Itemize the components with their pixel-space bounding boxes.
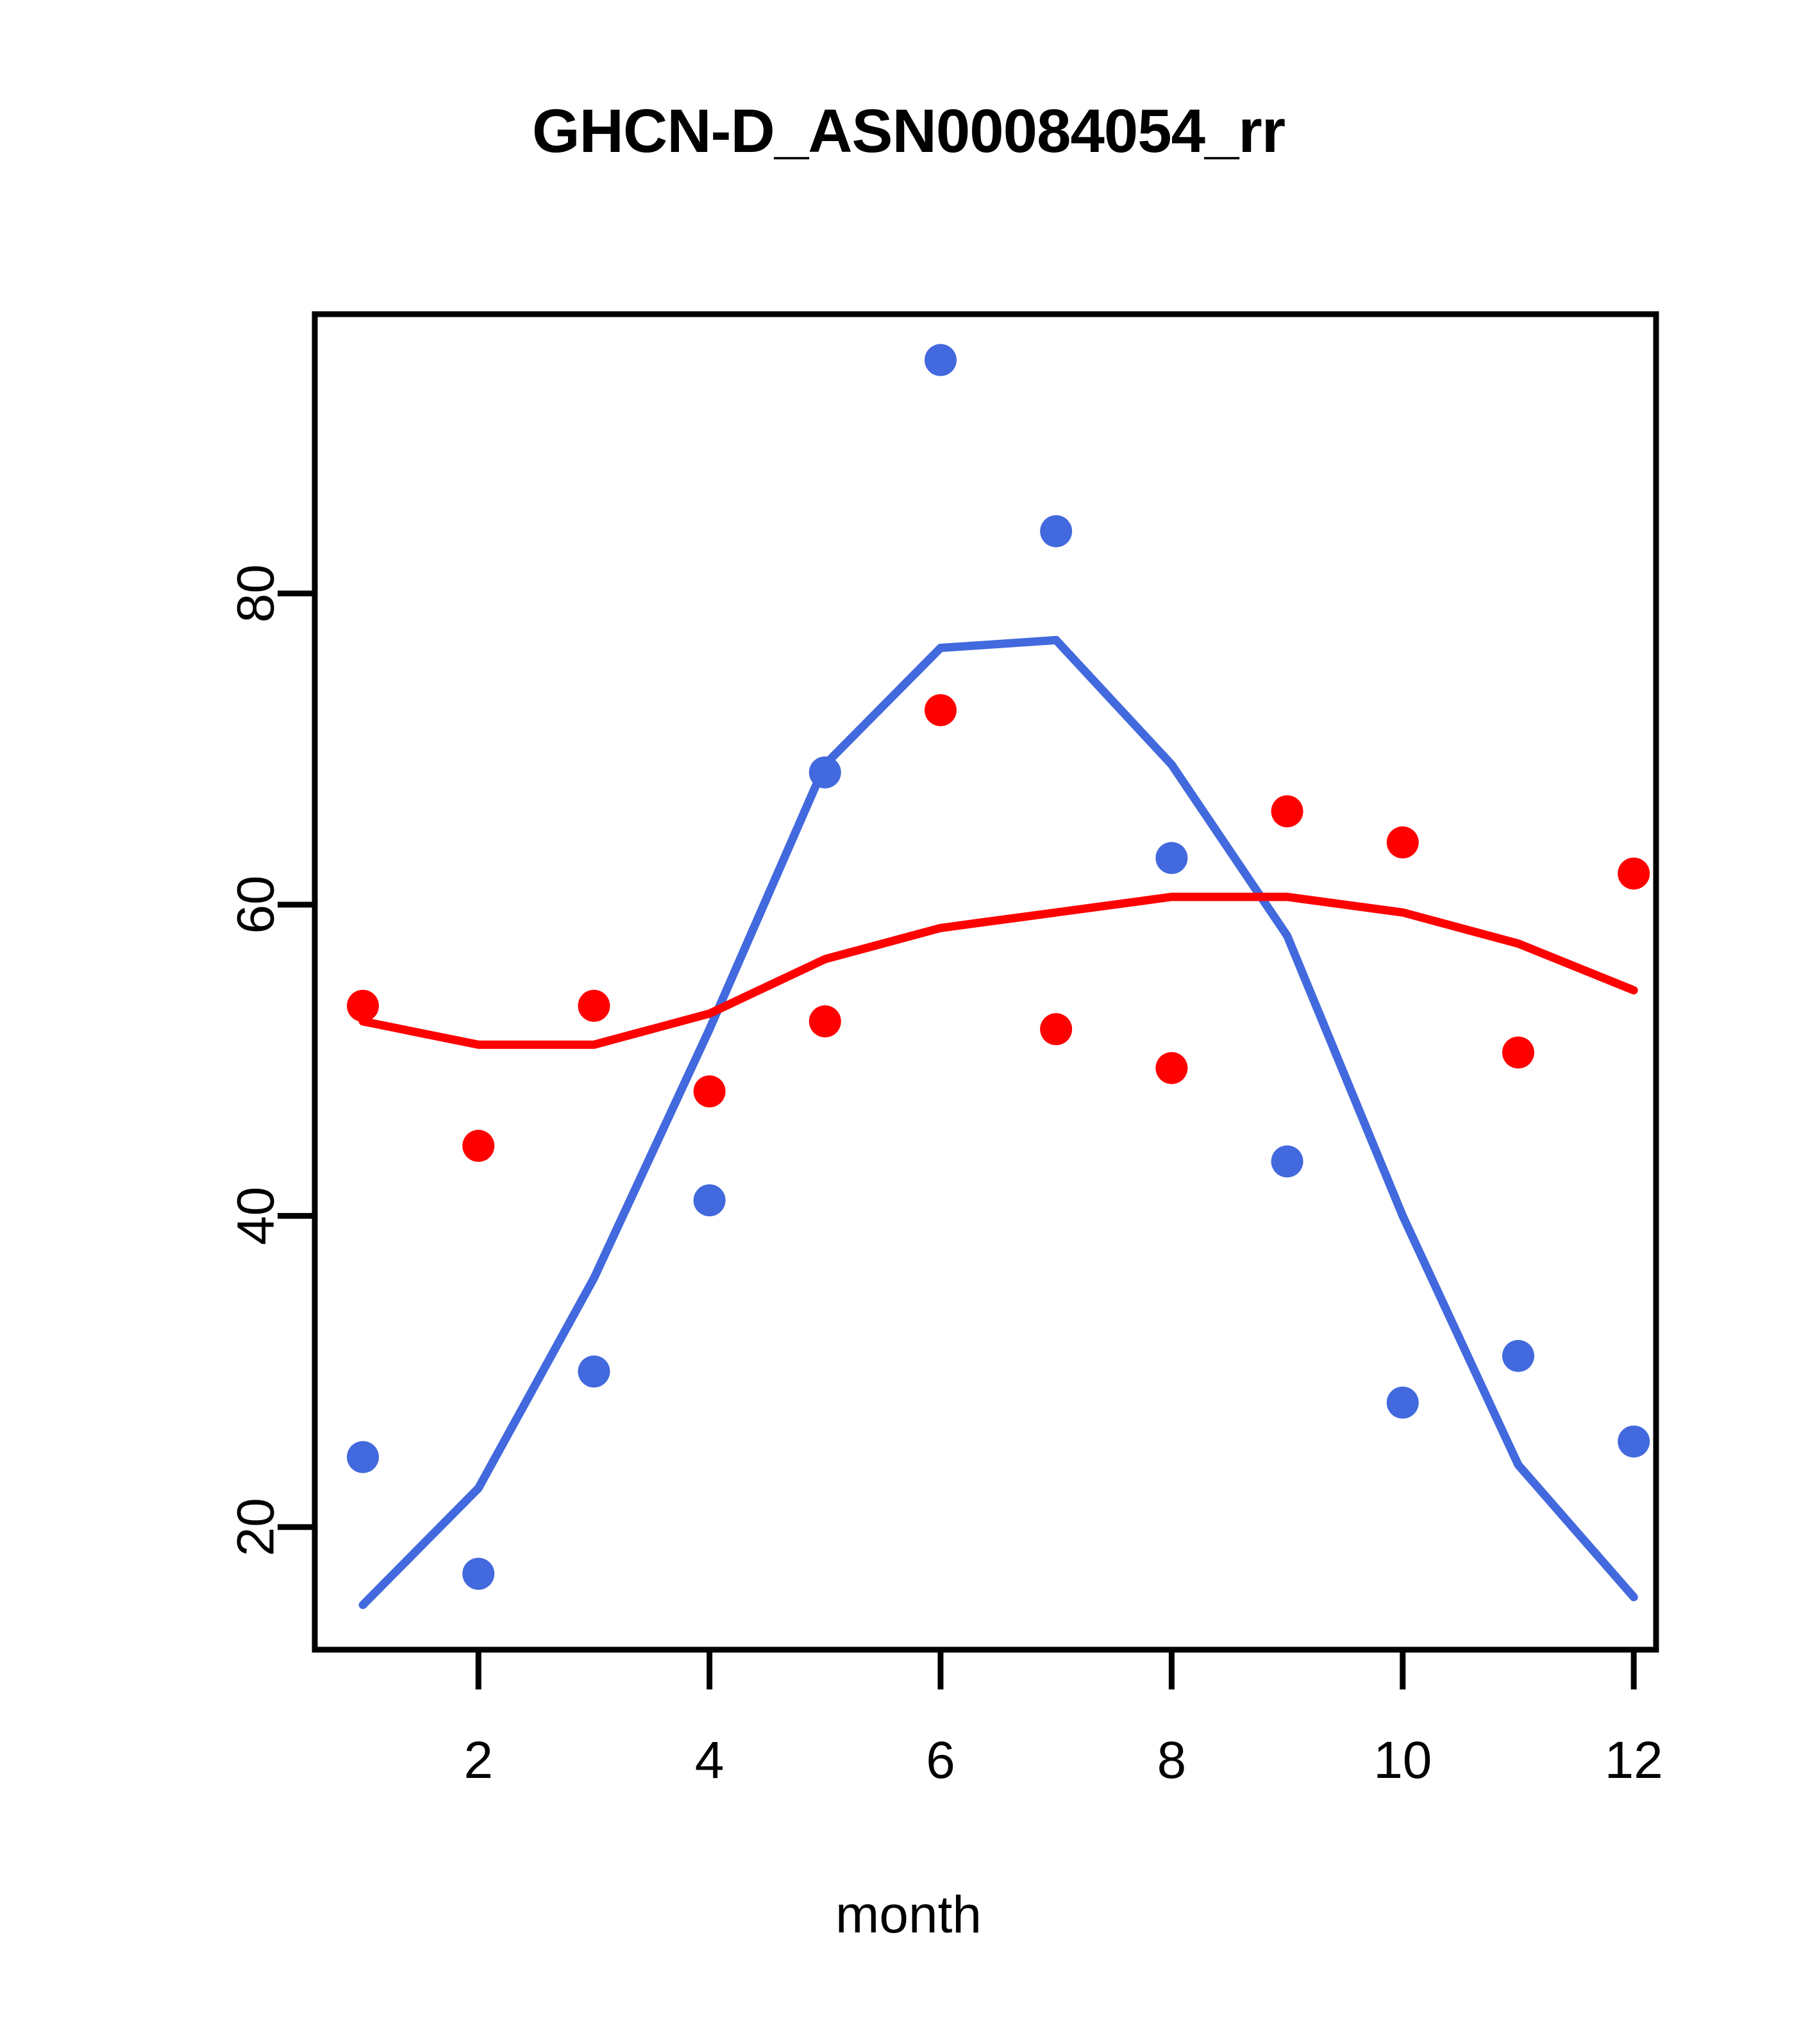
data-point bbox=[347, 1441, 379, 1473]
data-point bbox=[1502, 1339, 1534, 1372]
x-tick-label: 2 bbox=[464, 1731, 493, 1789]
data-point bbox=[1386, 826, 1419, 859]
x-axis-title: month bbox=[835, 1886, 982, 1944]
data-point bbox=[1618, 1425, 1650, 1458]
chart-series-layer bbox=[347, 344, 1650, 1609]
data-point bbox=[1618, 857, 1650, 890]
plot-frame bbox=[312, 311, 1659, 1653]
data-point bbox=[1040, 1013, 1073, 1046]
data-point bbox=[1502, 1036, 1534, 1069]
data-point bbox=[1271, 795, 1303, 828]
x-axis-ticks bbox=[475, 1650, 1637, 1689]
data-point bbox=[578, 989, 610, 1022]
data-point bbox=[925, 344, 957, 376]
y-tick-label: 80 bbox=[227, 564, 285, 623]
y-tick-label: 40 bbox=[227, 1187, 285, 1245]
data-point bbox=[693, 1184, 726, 1217]
page-title: GHCN-D_ASN00084054_rr bbox=[532, 97, 1285, 165]
data-point bbox=[1155, 842, 1188, 875]
series-line-red-line bbox=[358, 892, 1638, 1049]
x-axis-tick-labels: 2 4 6 8 10 12 bbox=[464, 1731, 1662, 1789]
series-line-blue-line bbox=[358, 635, 1638, 1609]
data-point bbox=[462, 1557, 495, 1590]
y-axis-tick-labels: 20 40 60 80 bbox=[227, 564, 285, 1556]
data-point bbox=[808, 756, 841, 789]
data-point bbox=[578, 1355, 610, 1388]
data-point bbox=[462, 1130, 495, 1162]
x-tick-label: 10 bbox=[1373, 1731, 1432, 1789]
y-tick-label: 60 bbox=[227, 875, 285, 934]
data-point bbox=[1271, 1145, 1303, 1178]
series-points-red-points bbox=[347, 694, 1650, 1162]
x-tick-label: 4 bbox=[695, 1731, 724, 1789]
data-point bbox=[347, 989, 379, 1022]
data-point bbox=[808, 1005, 841, 1038]
data-point bbox=[693, 1075, 726, 1108]
y-tick-label: 20 bbox=[227, 1498, 285, 1556]
data-point bbox=[1386, 1386, 1419, 1419]
x-tick-label: 8 bbox=[1157, 1731, 1187, 1789]
x-tick-label: 12 bbox=[1605, 1731, 1663, 1789]
data-point bbox=[1040, 515, 1073, 548]
y-axis-ticks bbox=[278, 591, 315, 1530]
data-point bbox=[1155, 1051, 1188, 1084]
data-point bbox=[925, 694, 957, 726]
series-points-blue-points bbox=[347, 344, 1650, 1590]
x-tick-label: 6 bbox=[926, 1731, 955, 1789]
